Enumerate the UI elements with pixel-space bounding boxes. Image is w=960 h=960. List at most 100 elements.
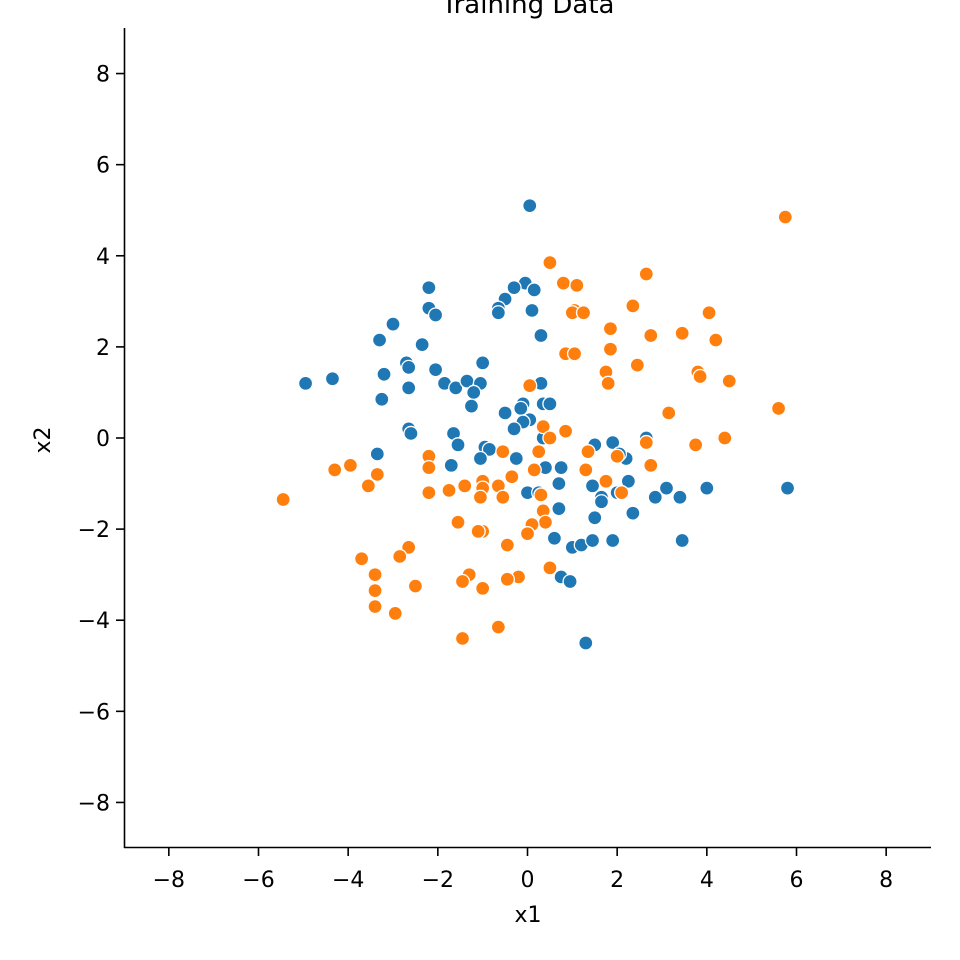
- data-point-series-1: [401, 380, 417, 396]
- data-point-series-1: [472, 450, 489, 467]
- data-point-series-2: [674, 325, 690, 341]
- data-point-series-1: [490, 305, 507, 321]
- data-point-series-2: [566, 346, 583, 362]
- data-point-series-1: [605, 532, 621, 549]
- data-point-series-1: [779, 480, 796, 496]
- data-point-series-2: [531, 444, 547, 460]
- data-point-series-2: [542, 254, 558, 271]
- data-point-series-2: [721, 373, 737, 389]
- data-point-series-1: [414, 336, 430, 353]
- data-point-series-1: [551, 500, 567, 517]
- data-point-series-2: [454, 630, 471, 647]
- y-tick-label: −6: [78, 700, 110, 725]
- data-point-series-1: [443, 457, 459, 473]
- y-tick-label: 8: [96, 63, 110, 88]
- data-point-series-2: [701, 305, 717, 321]
- data-point-series-1: [522, 198, 538, 214]
- data-point-series-2: [600, 375, 616, 391]
- data-point-series-1: [605, 434, 621, 451]
- data-point-series-2: [360, 478, 376, 494]
- data-point-series-2: [495, 489, 511, 505]
- data-point-series-1: [620, 473, 637, 489]
- data-point-series-2: [499, 537, 515, 553]
- y-tick-label: −8: [78, 791, 110, 816]
- data-point-series-1: [584, 532, 601, 549]
- data-point-series-2: [392, 548, 408, 565]
- data-point-series-2: [770, 400, 787, 417]
- data-point-series-1: [506, 421, 522, 437]
- data-point-series-1: [526, 282, 542, 298]
- data-point-series-2: [369, 466, 385, 483]
- data-point-series-1: [403, 425, 419, 442]
- y-tick-label: 4: [96, 245, 110, 270]
- data-point-series-2: [275, 491, 291, 508]
- data-point-series-1: [466, 384, 482, 401]
- data-point-series-1: [672, 489, 688, 505]
- data-point-series-2: [609, 448, 625, 464]
- data-point-series-2: [692, 368, 708, 385]
- data-point-series-2: [708, 332, 724, 348]
- data-point-series-1: [421, 280, 437, 296]
- data-point-series-2: [327, 462, 343, 478]
- data-point-series-1: [385, 316, 401, 332]
- data-point-series-2: [555, 275, 572, 291]
- y-tick-label: −4: [78, 609, 110, 634]
- data-point-series-2: [578, 462, 594, 478]
- data-point-series-2: [342, 457, 359, 473]
- data-point-series-1: [427, 307, 444, 323]
- data-point-series-2: [537, 514, 554, 530]
- data-point-series-1: [587, 510, 603, 526]
- data-point-series-2: [401, 539, 417, 555]
- data-point-series-2: [535, 418, 551, 435]
- data-point-series-1: [578, 635, 594, 651]
- data-point-series-2: [367, 582, 383, 599]
- data-point-series-2: [643, 457, 659, 473]
- data-point-series-1: [546, 530, 563, 546]
- data-point-series-2: [625, 298, 641, 314]
- data-point-series-2: [575, 305, 592, 321]
- data-point-series-2: [598, 473, 614, 489]
- data-point-series-1: [376, 366, 392, 382]
- data-point-series-2: [441, 482, 457, 499]
- data-point-series-1: [551, 475, 567, 492]
- data-point-series-1: [427, 362, 444, 378]
- x-tick-label: −2: [422, 868, 454, 893]
- data-point-series-2: [661, 405, 677, 421]
- data-point-series-1: [513, 400, 529, 417]
- data-point-series-2: [602, 321, 619, 337]
- data-point-series-2: [687, 437, 704, 453]
- y-tick-label: 0: [96, 427, 110, 452]
- data-point-series-2: [421, 459, 437, 476]
- data-point-series-2: [638, 266, 654, 282]
- data-point-series-2: [629, 357, 645, 373]
- x-axis-label: x1: [514, 903, 541, 928]
- data-point-series-2: [643, 327, 659, 344]
- data-point-series-1: [584, 478, 601, 494]
- data-point-series-1: [369, 446, 385, 462]
- y-axis-ticks: −8 −6 −4 −2 0 2 4 6 8: [78, 63, 124, 816]
- data-point-series-2: [353, 551, 370, 567]
- data-point-series-2: [387, 605, 403, 622]
- data-point-series-1: [371, 332, 388, 348]
- data-point-series-1: [553, 459, 569, 476]
- data-point-series-2: [717, 430, 733, 446]
- y-tick-label: 2: [96, 336, 110, 361]
- data-point-series-2: [421, 485, 437, 501]
- data-point-series-2: [777, 209, 793, 225]
- data-point-series-1: [508, 450, 524, 467]
- data-point-series-2: [542, 430, 558, 446]
- data-point-series-2: [367, 567, 383, 583]
- data-point-series-2: [495, 444, 511, 460]
- data-point-series-1: [475, 355, 491, 371]
- data-point-series-2: [638, 434, 654, 451]
- x-tick-label: −4: [332, 868, 364, 893]
- data-point-series-2: [457, 478, 473, 494]
- points-layer: [275, 198, 796, 651]
- data-point-series-1: [524, 302, 540, 319]
- data-point-series-2: [407, 578, 424, 594]
- data-point-series-1: [647, 489, 663, 505]
- data-point-series-1: [506, 280, 522, 296]
- x-tick-label: −8: [153, 868, 185, 893]
- x-tick-label: 2: [610, 868, 624, 893]
